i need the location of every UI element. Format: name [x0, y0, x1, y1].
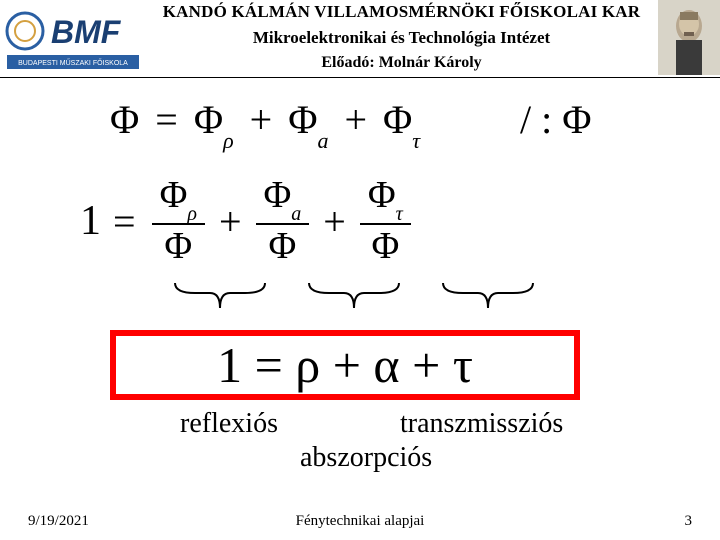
eq1-sub1: ρ — [223, 128, 234, 153]
eq2-lhs: 1 — [80, 197, 101, 245]
label-abszorpcios: abszorpciós — [300, 442, 432, 474]
frac2-num: Φ — [264, 174, 292, 216]
divide-by-phi: / : Φ — [520, 96, 591, 143]
equals-sign: = — [149, 97, 184, 142]
plus-sign: + — [209, 198, 252, 245]
brace-icon — [170, 278, 270, 318]
bmf-logo: BMF BUDAPESTI MŰSZAKI FŐISKOLA — [0, 0, 145, 75]
plus-sign: + — [313, 198, 356, 245]
frac3-den: Φ — [363, 227, 407, 267]
frac1-num: Φ — [160, 174, 188, 216]
frac2-den: Φ — [261, 227, 305, 267]
brace-icon — [438, 278, 538, 318]
equation-2: 1 = Φρ Φ + Φa Φ + Φτ Φ — [80, 176, 415, 266]
institute-name: Mikroelektronikai és Technológia Intézet — [145, 28, 658, 48]
plus-sign: + — [244, 97, 279, 142]
eq1-term3: Φ — [383, 97, 412, 142]
equation-1: Φ = Φρ + Φa + Φτ — [110, 96, 420, 148]
plus-sign: + — [338, 97, 373, 142]
frac3-sub: τ — [396, 203, 403, 225]
brace-icon — [304, 278, 404, 318]
frac3-num: Φ — [368, 174, 396, 216]
equals-sign: = — [101, 198, 148, 245]
boxed-equation-text: 1 = ρ + α + τ — [217, 336, 473, 394]
lecturer-prefix: Előadó: — [321, 54, 378, 71]
slide-header: BMF BUDAPESTI MŰSZAKI FŐISKOLA KANDÓ KÁL… — [0, 0, 720, 78]
slide-footer: 9/19/2021 Fénytechnikai alapjai 3 — [0, 513, 720, 530]
logo-subtitle: BUDAPESTI MŰSZAKI FŐISKOLA — [18, 58, 128, 67]
fraction-3: Φτ Φ — [360, 176, 411, 266]
logo-text: BMF — [51, 14, 122, 50]
eq1-sub3: τ — [412, 128, 420, 153]
footer-title: Fénytechnikai alapjai — [0, 513, 720, 530]
eq1-term2: Φ — [288, 97, 317, 142]
faculty-name: KANDÓ KÁLMÁN VILLAMOSMÉRNÖKI FŐISKOLAI K… — [145, 2, 658, 22]
portrait-image — [658, 0, 720, 75]
frac1-sub: ρ — [187, 203, 197, 225]
eq1-term1: Φ — [194, 97, 223, 142]
frac1-den: Φ — [156, 227, 200, 267]
header-text-block: KANDÓ KÁLMÁN VILLAMOSMÉRNÖKI FŐISKOLAI K… — [145, 0, 658, 72]
fraction-2: Φa Φ — [256, 176, 310, 266]
eq1-sub2: a — [317, 128, 328, 153]
lecturer-name: Molnár Károly — [379, 54, 482, 71]
fraction-1: Φρ Φ — [152, 176, 205, 266]
boxed-equation: 1 = ρ + α + τ — [110, 330, 580, 400]
lecturer-line: Előadó: Molnár Károly — [145, 54, 658, 72]
frac2-sub: a — [291, 203, 301, 225]
eq1-lhs: Φ — [110, 97, 139, 142]
label-reflexios: reflexiós — [180, 408, 278, 440]
label-transzmisszios: transzmissziós — [400, 408, 563, 440]
brace-row — [170, 278, 538, 318]
